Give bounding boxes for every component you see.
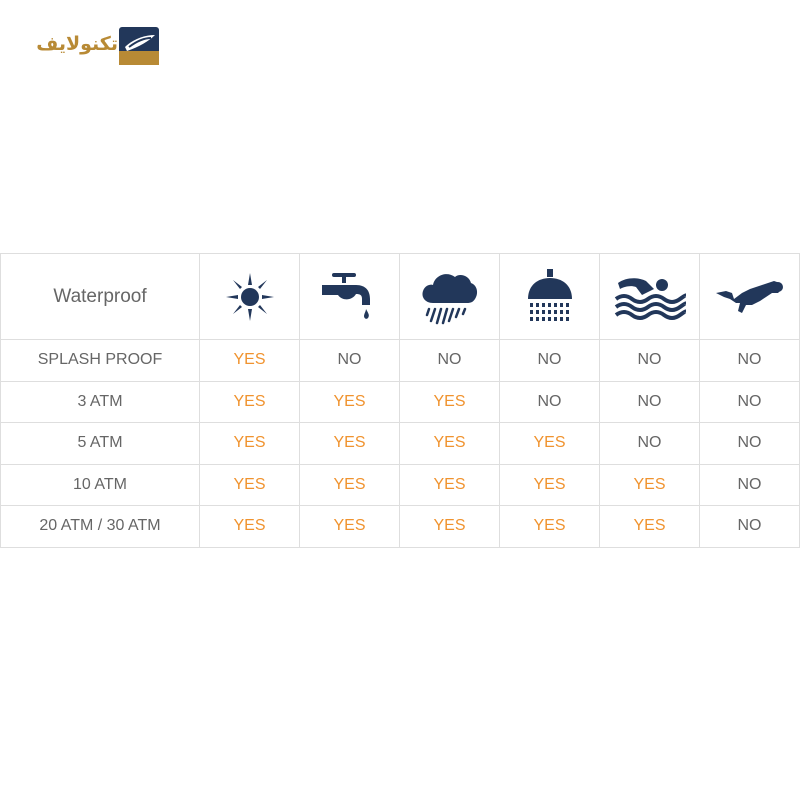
cell-value: YES [299, 463, 400, 506]
cell-value: YES [199, 339, 300, 382]
cell-value: YES [499, 505, 600, 548]
cell-value: NO [599, 380, 700, 423]
row-label: 3 ATM [0, 380, 200, 423]
swimmer-icon [614, 277, 686, 320]
row-label: SPLASH PROOF [0, 339, 200, 382]
cell-value: YES [199, 380, 300, 423]
row-label: 10 ATM [0, 463, 200, 506]
waterproof-table: Waterproof [0, 253, 800, 548]
cell-value: NO [699, 380, 800, 423]
cell-value: NO [699, 463, 800, 506]
cell-value: YES [299, 422, 400, 465]
cell-value: YES [399, 505, 500, 548]
cell-value: NO [399, 339, 500, 382]
cell-value: YES [599, 463, 700, 506]
cell-value: YES [499, 463, 600, 506]
cell-value: YES [199, 422, 300, 465]
cell-value: YES [599, 505, 700, 548]
row-label: 5 ATM [0, 422, 200, 465]
logo: تکنولایف [32, 27, 162, 67]
table-row: 5 ATM YES YES YES YES NO NO [0, 422, 800, 465]
cell-value: YES [299, 505, 400, 548]
cell-value: NO [699, 422, 800, 465]
table-row: 3 ATM YES YES YES NO NO NO [0, 380, 800, 423]
cell-value: NO [499, 339, 600, 382]
row-label: 20 ATM / 30 ATM [0, 505, 200, 548]
table-row: 10 ATM YES YES YES YES YES NO [0, 463, 800, 506]
cell-value: NO [599, 339, 700, 382]
cell-value: YES [399, 463, 500, 506]
cell-value: YES [199, 505, 300, 548]
cell-value: YES [399, 380, 500, 423]
cell-value: YES [299, 380, 400, 423]
cell-value: NO [699, 505, 800, 548]
cell-value: YES [199, 463, 300, 506]
cell-value: NO [699, 339, 800, 382]
sun-icon [225, 272, 274, 321]
cell-value: YES [499, 422, 600, 465]
faucet-icon [321, 272, 370, 319]
table-row: SPLASH PROOF YES NO NO NO NO NO [0, 339, 800, 382]
logo-text: تکنولایف [36, 33, 118, 55]
diver-icon [715, 280, 783, 313]
rain-cloud-icon [421, 273, 477, 324]
cell-value: NO [599, 422, 700, 465]
header-row: Waterproof [0, 253, 800, 340]
logo-mark-icon [119, 27, 159, 65]
cell-value: YES [399, 422, 500, 465]
cell-value: NO [299, 339, 400, 382]
cell-value: NO [499, 380, 600, 423]
shower-icon [527, 268, 572, 321]
table-row: 20 ATM / 30 ATM YES YES YES YES YES NO [0, 505, 800, 548]
header-label: Waterproof [0, 253, 200, 340]
